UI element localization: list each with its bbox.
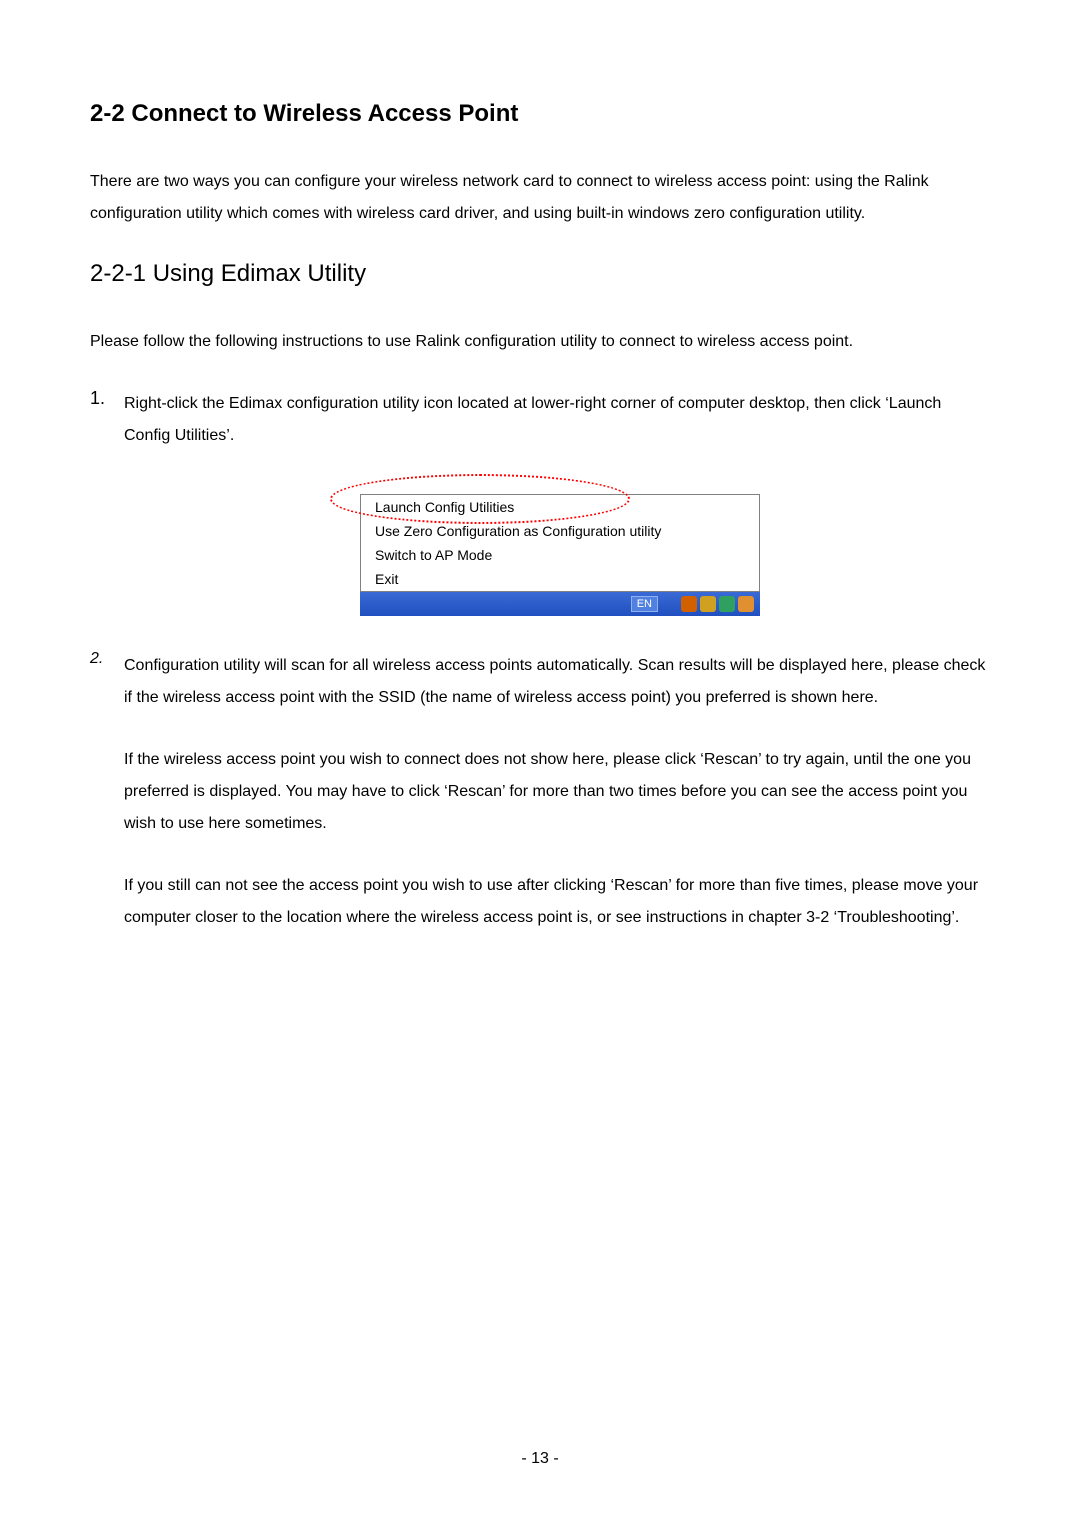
context-menu-figure: Launch Config Utilities Use Zero Configu… [90,472,990,616]
step-2-para-3: If you still can not see the access poin… [124,870,990,934]
tray-icon[interactable] [700,596,716,612]
step-2: 2. Configuration utility will scan for a… [90,650,990,964]
language-indicator[interactable]: EN [631,596,658,612]
tray-icon[interactable] [681,596,697,612]
context-menu: Launch Config Utilities Use Zero Configu… [360,494,760,592]
tray-icon[interactable] [662,596,678,612]
menu-item-ap-mode[interactable]: Switch to AP Mode [361,543,759,567]
subsection-heading: 2-2-1 Using Edimax Utility [90,260,990,288]
step-2-para-2: If the wireless access point you wish to… [124,744,990,840]
section-heading: 2-2 Connect to Wireless Access Point [90,100,990,128]
page-number: - 13 - [0,1450,1080,1468]
lead-paragraph: Please follow the following instructions… [90,326,990,358]
step-2-number: 2. [90,650,124,964]
intro-paragraph: There are two ways you can configure you… [90,166,990,230]
system-tray [662,596,754,612]
step-2-para-1: Configuration utility will scan for all … [124,650,990,714]
menu-item-launch[interactable]: Launch Config Utilities [361,495,759,519]
menu-item-zero-config[interactable]: Use Zero Configuration as Configuration … [361,519,759,543]
step-2-body: Configuration utility will scan for all … [124,650,990,964]
menu-item-exit[interactable]: Exit [361,567,759,591]
taskbar: EN [360,592,760,616]
step-1: 1. Right-click the Edimax configuration … [90,388,990,452]
tray-icon[interactable] [738,596,754,612]
step-1-text: Right-click the Edimax configuration uti… [124,388,990,452]
tray-icon[interactable] [719,596,735,612]
step-1-number: 1. [90,388,124,452]
